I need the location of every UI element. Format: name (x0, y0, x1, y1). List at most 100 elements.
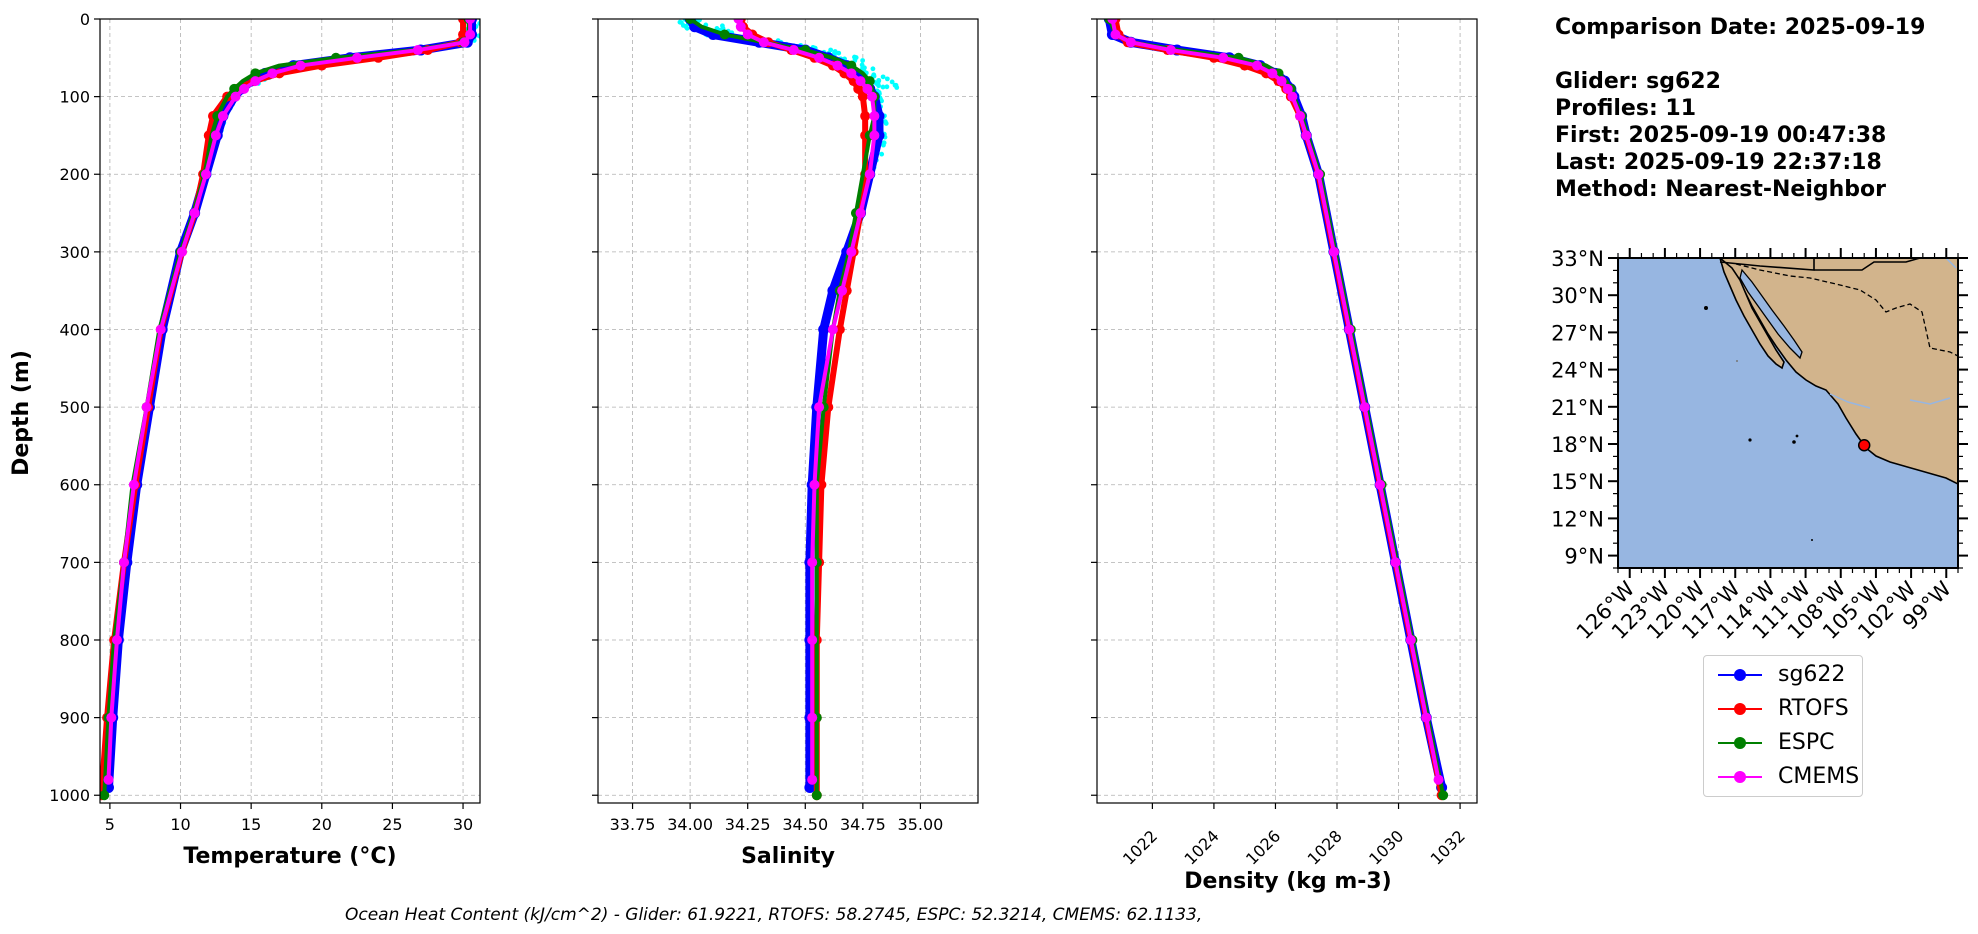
first-timestamp: First: 2025-09-19 00:47:38 (1555, 123, 1887, 148)
salinity-point-espc (685, 19, 696, 24)
salinity-axes: 33.75 34.00 34.25 34.50 34.75 35.00 (592, 18, 979, 834)
legend-label-rtofs: RTOFS (1778, 696, 1849, 721)
density-point-cmems (1125, 37, 1136, 48)
salinity-point-rtofs (834, 324, 845, 335)
salinity-point-cmems (807, 557, 818, 568)
salinity-raw-point (884, 76, 890, 82)
salinity-point-rtofs (857, 91, 868, 102)
salinity-raw-point (870, 66, 876, 72)
salinity-point-cmems (869, 130, 880, 141)
density-tick-label: 1032 (1427, 826, 1469, 868)
map-island-3 (1792, 440, 1796, 444)
density-tick-label: 1022 (1119, 826, 1161, 868)
temperature-point-cmems (352, 52, 363, 63)
density-point-cmems (1267, 68, 1278, 79)
temperature-point-cmems (189, 208, 200, 219)
density-point-cmems (1421, 712, 1432, 723)
salinity-point-espc (846, 60, 857, 71)
map-island-4 (1795, 434, 1799, 438)
temperature-panel: 0 100 200 300 400 500 600 700 800 900 1000 5 10 15 20 2… (9, 10, 485, 869)
map-lat-label: 21°N (1551, 396, 1604, 420)
salinity-line-sg622 (685, 19, 884, 792)
salinity-tick-label: 34.50 (782, 815, 828, 834)
temperature-point-espc (229, 83, 240, 94)
salinity-point-cmems (862, 83, 873, 94)
depth-tick-label: 500 (59, 398, 90, 417)
salinity-raw-point (881, 140, 887, 146)
salinity-line-cmems (736, 19, 877, 782)
density-point-cmems (1301, 130, 1312, 141)
legend-label-cmems: CMEMS (1778, 764, 1860, 789)
map-lat-label: 9°N (1564, 545, 1604, 569)
salinity-raw-point (879, 151, 885, 157)
salinity-panel: 33.75 34.00 34.25 34.50 34.75 35.00 Salinity (592, 18, 979, 869)
temperature-raw-point (480, 33, 485, 38)
legend-item-rtofs: RTOFS (1712, 694, 1862, 724)
density-lines (1103, 19, 1449, 801)
temperature-point-cmems (217, 111, 228, 122)
temperature-frame (99, 18, 481, 804)
salinity-tick-label: 33.75 (610, 815, 656, 834)
salinity-point-cmems (742, 29, 753, 40)
salinity-point-espc (719, 29, 730, 40)
density-point-cmems (1405, 634, 1416, 645)
salinity-point-cmems (735, 21, 746, 32)
density-point-cmems (1390, 557, 1401, 568)
salinity-frame (597, 18, 979, 804)
density-point-cmems (1328, 246, 1339, 257)
salinity-raw-point (889, 79, 895, 85)
map-baja-peninsula (1719, 258, 1785, 370)
density-tick-label: 1030 (1365, 826, 1407, 868)
density-point-cmems (1276, 76, 1287, 87)
salinity-lines (684, 19, 885, 801)
density-point-cmems (1359, 402, 1370, 413)
map-gulf-of-california (1739, 268, 1803, 360)
temperature-x-axis-label: Temperature (°C) (183, 844, 396, 869)
map-island-5 (1811, 539, 1813, 541)
temperature-point-cmems (230, 91, 241, 102)
salinity-point-cmems (807, 712, 818, 723)
glider-name: Glider: sg622 (1555, 69, 1721, 94)
map-lat-label: 24°N (1551, 359, 1604, 383)
legend-marker-sg622 (1734, 669, 1746, 681)
density-point-cmems (1375, 479, 1386, 490)
temperature-point-cmems (239, 83, 250, 94)
density-grid (1097, 18, 1477, 803)
depth-tick-label: 100 (59, 88, 90, 107)
temperature-raw-point (480, 31, 485, 36)
salinity-point-cmems (807, 634, 818, 645)
legend-marker-rtofs (1734, 703, 1746, 715)
temperature-point-cmems (465, 19, 476, 24)
temperature-tick-label: 5 (105, 815, 115, 834)
location-map: 33°N 30°N 27°N 24°N 21°N 18°N 15°N 12°N 9°N 126°… (1551, 247, 1968, 644)
legend-item-sg622: sg622 (1712, 660, 1862, 690)
temperature-point-cmems (128, 479, 139, 490)
temperature-tick-label: 10 (170, 815, 190, 834)
temperature-lines (100, 19, 478, 801)
salinity-point-cmems (788, 45, 799, 56)
temperature-point-cmems (103, 774, 114, 785)
temperature-line-cmems (106, 19, 473, 782)
salinity-point-cmems (814, 402, 825, 413)
depth-tick-label: 800 (59, 631, 90, 650)
temperature-point-cmems (459, 37, 470, 48)
density-point-cmems (1218, 52, 1229, 63)
temperature-tick-label: 20 (312, 815, 332, 834)
salinity-point-rtofs (860, 111, 871, 122)
map-island-6 (1736, 360, 1738, 362)
salinity-raw-point (876, 83, 881, 89)
salinity-point-cmems (846, 68, 857, 79)
density-axes: 1022 1024 1026 1028 1030 1032 (1091, 18, 1478, 869)
map-glider-marker (1857, 438, 1871, 452)
map-island-1 (1704, 306, 1708, 310)
salinity-tick-label: 34.00 (667, 815, 713, 834)
last-timestamp: Last: 2025-09-19 22:37:18 (1555, 150, 1882, 175)
temperature-point-cmems (250, 76, 261, 87)
ocean-heat-content-footer: Ocean Heat Content (kJ/cm^2) - Glider: 6… (345, 905, 1203, 925)
density-point-cmems (1344, 324, 1355, 335)
salinity-point-cmems (864, 169, 875, 180)
temperature-tick-label: 15 (241, 815, 261, 834)
salinity-tick-label: 34.75 (840, 815, 886, 834)
depth-tick-label: 700 (59, 553, 90, 572)
